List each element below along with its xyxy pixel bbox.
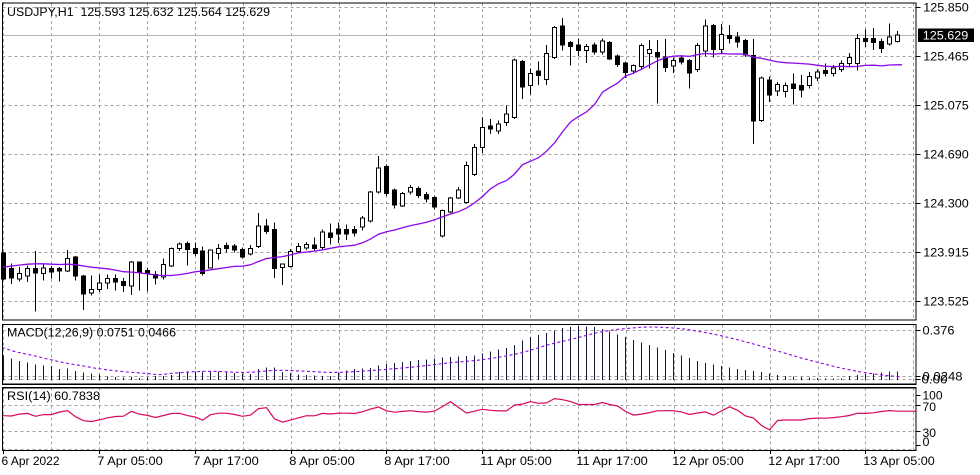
svg-text:11 Apr 17:00: 11 Apr 17:00 [576,456,648,468]
svg-text:125.629: 125.629 [923,30,969,42]
svg-text:RSI(14) 60.7838: RSI(14) 60.7838 [7,391,100,403]
svg-text:7 Apr 17:00: 7 Apr 17:00 [193,456,258,468]
svg-text:0: 0 [923,437,930,449]
svg-text:30: 30 [923,428,937,440]
svg-text:125.850: 125.850 [923,3,969,15]
svg-text:125.075: 125.075 [923,101,969,113]
svg-text:7 Apr 05:00: 7 Apr 05:00 [97,456,163,468]
svg-text:0.00: 0.00 [922,375,948,387]
svg-text:8 Apr 05:00: 8 Apr 05:00 [289,456,355,468]
svg-text:0.0248: 0.0248 [923,372,963,384]
svg-text:124.690: 124.690 [923,150,969,162]
svg-text:12 Apr 05:00: 12 Apr 05:00 [672,456,744,468]
svg-text:11 Apr 05:00: 11 Apr 05:00 [480,456,552,468]
svg-text:123.525: 123.525 [923,297,969,309]
svg-text:0.376: 0.376 [923,326,955,338]
svg-text:100: 100 [923,391,943,403]
svg-text:8 Apr 17:00: 8 Apr 17:00 [384,456,450,468]
svg-text:6 Apr 2022: 6 Apr 2022 [2,456,60,468]
svg-text:USDJPY,H1 125.593 125.632 125: USDJPY,H1 125.593 125.632 125.564 125.62… [7,7,270,19]
svg-text:124.300: 124.300 [923,199,969,211]
svg-text:70: 70 [923,402,937,414]
svg-text:125.465: 125.465 [923,52,969,64]
svg-text:123.915: 123.915 [923,248,969,260]
svg-text:MACD(12,26,9) 0.0751 0.0466: MACD(12,26,9) 0.0751 0.0466 [7,328,176,340]
svg-text:12 Apr 17:00: 12 Apr 17:00 [768,456,840,468]
svg-text:13 Apr 05:00: 13 Apr 05:00 [863,456,935,468]
